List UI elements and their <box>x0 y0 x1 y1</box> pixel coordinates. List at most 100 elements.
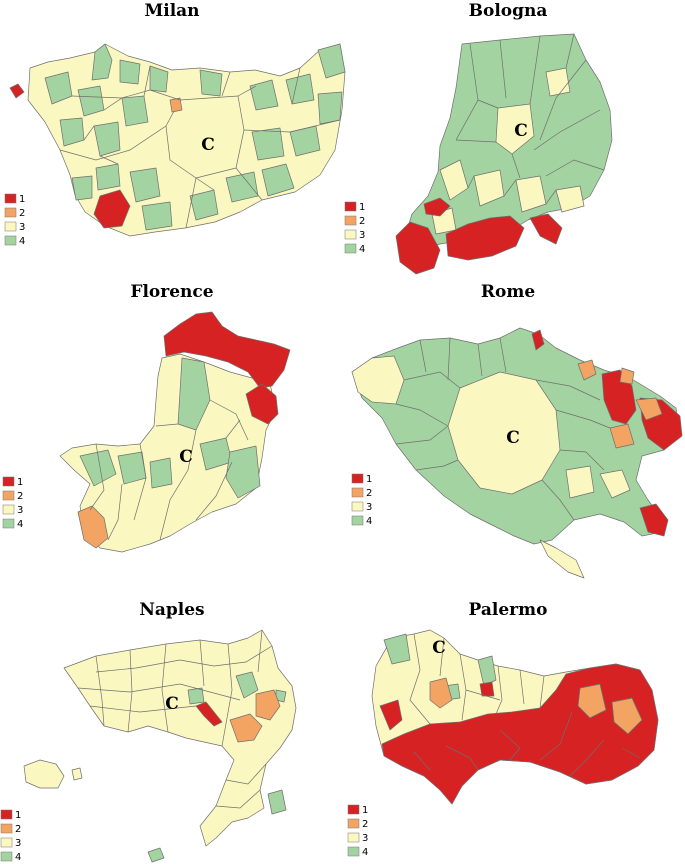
map-panel-milan: Milan <box>4 1 346 247</box>
municipality-region <box>249 79 279 111</box>
municipality-region <box>129 167 161 203</box>
legend-swatch-class-2 <box>4 207 17 218</box>
map-title-rome: Rome <box>481 282 535 302</box>
legend-label-class-2: 2 <box>359 216 365 227</box>
map-panel-naples: Naples C 1 2 3 4 <box>0 600 297 863</box>
legend-swatch-class-2 <box>0 823 13 834</box>
metro-area-milan <box>9 43 346 237</box>
municipality-border <box>455 33 605 205</box>
core-city-label-palermo: C <box>432 638 446 658</box>
legend-label-class-1: 1 <box>17 477 23 488</box>
municipality-region <box>149 457 173 489</box>
legend-swatch-class-3 <box>351 501 364 512</box>
legend-label-class-2: 2 <box>17 491 23 502</box>
municipality-region <box>225 171 259 203</box>
municipality-region <box>545 67 571 97</box>
core-city-label-rome: C <box>506 428 520 448</box>
municipality-region <box>555 185 585 213</box>
legend-swatch-class-1 <box>4 193 17 204</box>
legend-swatch-class-1 <box>0 809 13 820</box>
municipality-region <box>77 505 109 549</box>
legend-label-class-2: 2 <box>362 819 368 830</box>
legend-swatch-class-1 <box>351 473 364 484</box>
municipality-region <box>71 767 83 781</box>
legend-label-class-2: 2 <box>15 824 21 835</box>
map-panel-palermo: Palermo C 1 2 3 4 <box>347 600 659 858</box>
metro-area-bologna <box>395 33 613 275</box>
municipality-border <box>77 629 273 809</box>
municipality-region <box>255 689 281 721</box>
municipality-region <box>121 95 149 127</box>
municipality-region <box>165 95 245 179</box>
municipality-region <box>229 713 263 743</box>
municipality-region <box>639 503 669 537</box>
municipality-region <box>169 97 183 113</box>
legend-swatch-class-2 <box>347 818 360 829</box>
municipality-region <box>251 127 285 161</box>
municipality-region <box>423 197 451 217</box>
municipality-region <box>599 469 631 499</box>
legend-swatch-class-2 <box>2 490 15 501</box>
municipality-region <box>565 465 595 499</box>
legend-label-class-4: 4 <box>366 516 372 527</box>
legend-swatch-class-3 <box>2 504 15 515</box>
legend-swatch-class-3 <box>4 221 17 232</box>
legend-swatch-class-1 <box>344 201 357 212</box>
municipality-region <box>495 103 535 155</box>
legend-swatch-class-1 <box>347 804 360 815</box>
municipality-region <box>63 629 297 847</box>
map-panel-rome: Rome C 1 2 3 4 <box>351 282 683 579</box>
municipality-region <box>79 449 117 487</box>
municipality-region <box>317 91 343 125</box>
municipality-region <box>381 663 659 805</box>
municipality-region <box>71 175 93 201</box>
legend-label-class-3: 3 <box>366 502 372 513</box>
map-title-naples: Naples <box>139 600 204 620</box>
map-panel-bologna: Bologna C 1 2 3 4 <box>344 1 613 275</box>
legend-label-class-2: 2 <box>366 488 372 499</box>
legend-palermo: 1 2 3 4 <box>347 804 368 858</box>
map-title-bologna: Bologna <box>469 1 548 21</box>
legend-milan: 1 2 3 4 <box>4 193 25 247</box>
legend-swatch-class-4 <box>4 235 17 246</box>
municipality-region <box>23 759 65 789</box>
legend-swatch-class-4 <box>0 851 13 862</box>
municipality-region <box>379 699 403 731</box>
municipality-border <box>89 399 249 541</box>
legend-swatch-class-4 <box>344 243 357 254</box>
legend-swatch-class-1 <box>2 476 15 487</box>
municipality-region <box>317 43 346 79</box>
legend-label-class-4: 4 <box>359 244 365 255</box>
legend-swatch-class-2 <box>351 487 364 498</box>
municipality-region <box>199 69 223 97</box>
legend-florence: 1 2 3 4 <box>2 476 23 530</box>
legend-label-class-2: 2 <box>19 208 25 219</box>
legend-label-class-3: 3 <box>359 230 365 241</box>
municipality-region <box>9 83 25 99</box>
municipality-region <box>285 73 315 105</box>
municipality-region <box>189 189 219 221</box>
legend-swatch-class-4 <box>347 846 360 857</box>
map-title-milan: Milan <box>144 1 199 21</box>
legend-label-class-4: 4 <box>19 236 25 247</box>
municipality-region <box>395 221 441 275</box>
municipality-region <box>163 311 291 389</box>
municipality-region <box>119 59 141 85</box>
legend-label-class-3: 3 <box>15 838 21 849</box>
core-city-label-naples: C <box>165 694 179 714</box>
metro-area-rome <box>351 327 683 579</box>
municipality-region <box>383 633 411 665</box>
municipality-region <box>267 789 287 815</box>
legend-swatch-class-4 <box>2 518 15 529</box>
municipality-border <box>409 633 641 777</box>
municipality-region <box>91 43 113 81</box>
municipality-region <box>609 423 635 449</box>
municipality-region <box>235 671 259 699</box>
legend-label-class-1: 1 <box>362 805 368 816</box>
municipality-region <box>635 397 663 421</box>
legend-swatch-class-3 <box>0 837 13 848</box>
legend-swatch-class-3 <box>344 229 357 240</box>
municipality-region <box>429 677 453 709</box>
legend-label-class-1: 1 <box>19 194 25 205</box>
legend-label-class-4: 4 <box>362 847 368 858</box>
